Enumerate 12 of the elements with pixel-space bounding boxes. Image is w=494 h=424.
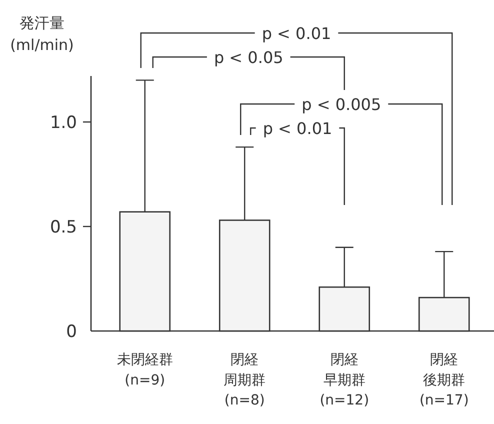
x-tick-label: 閉経周期群 (n=8): [224, 352, 266, 409]
annotation: p < 0.01: [262, 119, 332, 138]
text: p < 0.05: [214, 48, 284, 67]
annotation: p < 0.005: [302, 95, 382, 114]
x-tick-label: 未閉経群 (n=9): [116, 352, 173, 388]
y-tick-label: 0: [66, 322, 77, 342]
y-tick-label: 1.0: [50, 112, 77, 133]
y-tick-label: 0.5: [50, 217, 77, 238]
y-axis-title: 発汗量 (ml/min): [10, 14, 74, 54]
text: p < 0.01: [262, 24, 332, 43]
x-tick-label: 閉経早期群 (n=12): [320, 352, 370, 409]
x-tick-label: 閉経後期群 (n=17): [419, 352, 469, 409]
